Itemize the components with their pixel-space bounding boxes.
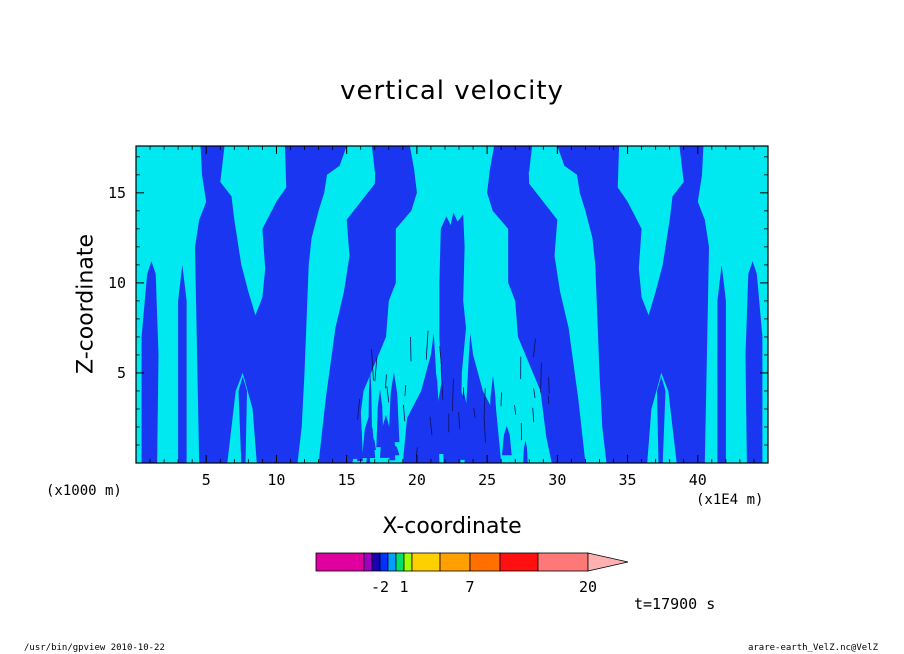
colorbar-segment — [371, 552, 381, 572]
negative-filament — [434, 373, 439, 451]
colorbar-segment — [537, 552, 589, 572]
negative-filament — [351, 385, 363, 458]
colorbar-tick-label: 7 — [465, 578, 474, 596]
x-scale-note: (x1000 m) — [46, 483, 122, 499]
negative-region — [195, 146, 347, 463]
negative-region — [178, 264, 187, 463]
negative-filament — [388, 372, 400, 443]
negative-filament — [488, 375, 498, 449]
negative-filament — [379, 414, 392, 458]
colorbar-segment — [395, 552, 405, 572]
negative-filament — [502, 426, 512, 456]
negative-filament — [333, 391, 342, 449]
footer-left: /usr/bin/gpview 2010-10-22 — [24, 643, 165, 653]
contour-streak — [473, 408, 476, 418]
negative-filament — [481, 422, 486, 461]
negative-filament — [523, 440, 528, 463]
colorbar-segment — [363, 552, 373, 572]
contour-streak — [532, 407, 535, 423]
contour-streak — [357, 398, 361, 420]
negative-region — [557, 146, 709, 463]
x-tick-label: 40 — [689, 471, 707, 489]
colorbar-segment — [439, 552, 471, 572]
contour-streak — [458, 412, 461, 430]
contour-streak — [540, 362, 542, 393]
contour-streak — [403, 404, 406, 422]
colorbar-tick-label: 1 — [399, 578, 408, 596]
y-tick-label: 5 — [117, 364, 126, 382]
negative-filament — [386, 443, 400, 456]
colorbar-segment — [499, 552, 539, 572]
contour-streak — [500, 392, 502, 407]
y-tick-label: 15 — [108, 184, 126, 202]
negative-region — [238, 376, 247, 463]
colorbar-segment — [379, 552, 389, 572]
contour-streak — [371, 348, 374, 381]
colorbar-segment — [403, 552, 413, 572]
x-tick-label: 25 — [478, 471, 496, 489]
y-tick-label: 10 — [108, 274, 126, 292]
colorbar-tick-label: 20 — [579, 578, 597, 596]
negative-region — [371, 146, 395, 186]
contour-streak — [533, 338, 536, 357]
negative-region — [318, 146, 417, 463]
negative-filament — [369, 437, 376, 450]
negative-region — [141, 261, 159, 463]
footer-right: arare-earth_VelZ.nc@VelZ — [747, 643, 878, 653]
contour-streak — [415, 447, 418, 457]
colorbar-tick-label: -2 — [371, 578, 389, 596]
colorbar-segment — [469, 552, 501, 572]
contour-streak — [429, 416, 433, 436]
colorbar-segment — [387, 552, 397, 572]
x-tick-label: 20 — [408, 471, 426, 489]
x-unit-note: (x1E4 m) — [696, 492, 764, 508]
negative-region — [745, 261, 763, 463]
contour-streak — [439, 346, 442, 367]
timestamp-label: t=17900 s — [634, 595, 716, 613]
negative-region — [717, 264, 726, 463]
negative-filament — [554, 387, 566, 450]
negative-region — [509, 146, 533, 186]
y-axis-label: Z-coordinate — [73, 234, 99, 374]
negative-region — [657, 376, 666, 463]
negative-filament — [563, 411, 571, 453]
x-tick-label: 5 — [202, 471, 211, 489]
contour-streak — [483, 388, 486, 418]
x-tick-label: 15 — [338, 471, 356, 489]
colorbar-segment — [315, 552, 365, 572]
negative-filament — [456, 390, 470, 446]
negative-filament — [376, 389, 384, 448]
colorbar-segment — [411, 552, 441, 572]
x-axis-label: X-coordinate — [382, 514, 522, 539]
x-tick-label: 30 — [548, 471, 566, 489]
contour-streak — [548, 376, 550, 394]
contour-streak — [452, 378, 454, 412]
contour-streak — [425, 330, 429, 360]
contour-streak — [514, 405, 517, 415]
contour-streak — [386, 386, 390, 403]
plot-frame — [135, 145, 769, 464]
negative-filament — [469, 424, 478, 442]
contour-field — [136, 146, 768, 463]
colorbar-extension — [587, 552, 629, 572]
contour-streak — [385, 374, 387, 389]
negative-filament — [411, 426, 418, 443]
contour-streak — [483, 416, 486, 443]
negative-region — [439, 212, 466, 463]
x-tick-label: 35 — [619, 471, 637, 489]
negative-region — [487, 146, 586, 463]
contour-streak — [440, 366, 444, 400]
negative-filament — [366, 446, 371, 463]
chart-title: vertical velocity — [340, 76, 564, 106]
contour-streak — [374, 356, 378, 382]
negative-filament — [329, 388, 335, 448]
contour-streak — [533, 388, 536, 399]
x-tick-label: 10 — [267, 471, 285, 489]
contour-streak — [404, 385, 407, 397]
negative-filament — [339, 445, 352, 462]
